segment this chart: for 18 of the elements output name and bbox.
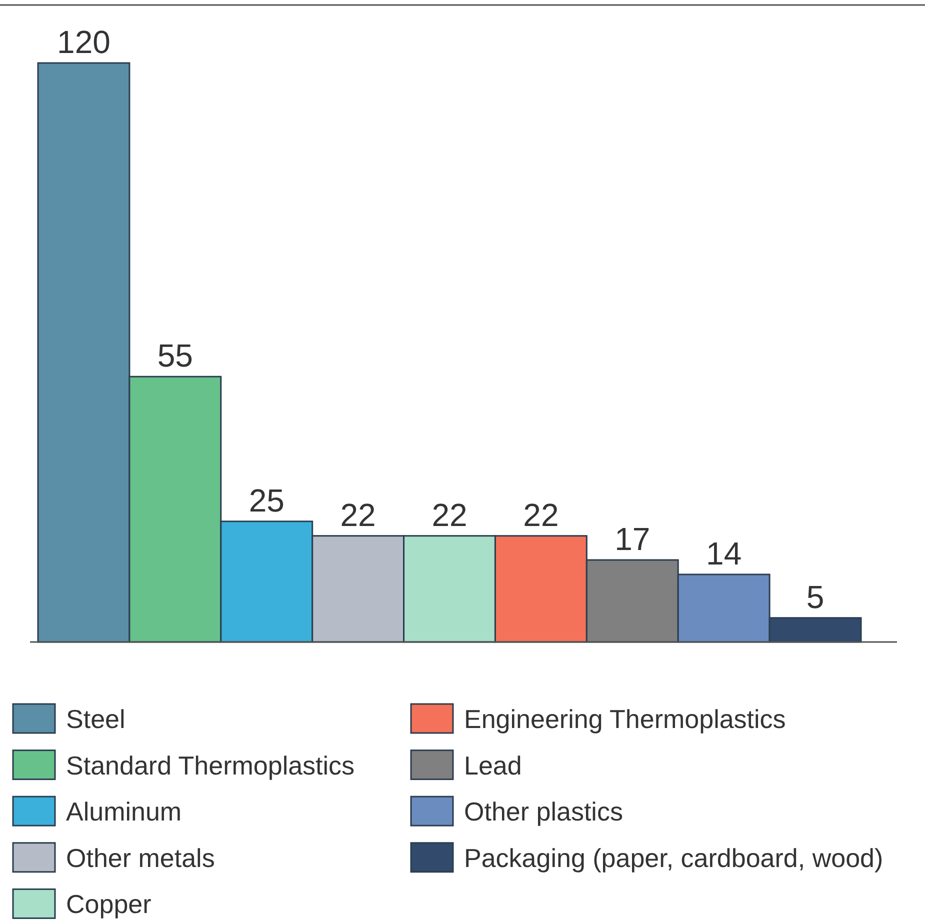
legend-label: Steel [66, 704, 126, 734]
legend-label: Lead [464, 750, 522, 780]
data-label: 22 [523, 496, 559, 533]
legend-label: Copper [66, 889, 152, 920]
data-label: 120 [57, 24, 110, 60]
legend-label: Other plastics [464, 796, 623, 827]
data-label: 22 [340, 496, 376, 533]
legend-label: Standard Thermoplastics [66, 750, 355, 780]
data-label: 17 [614, 520, 650, 557]
data-label: 25 [248, 482, 284, 518]
data-label: 22 [432, 496, 468, 533]
data-label: 14 [706, 535, 742, 572]
legend-label: Other metals [66, 842, 215, 873]
legend-label: Packaging (paper, cardboard, wood) [464, 842, 884, 873]
data-label: 55 [157, 338, 193, 374]
legend-label: Aluminum [66, 796, 182, 827]
legend-label: Engineering Thermoplastics [464, 704, 786, 734]
data-label: 5 [806, 578, 824, 615]
